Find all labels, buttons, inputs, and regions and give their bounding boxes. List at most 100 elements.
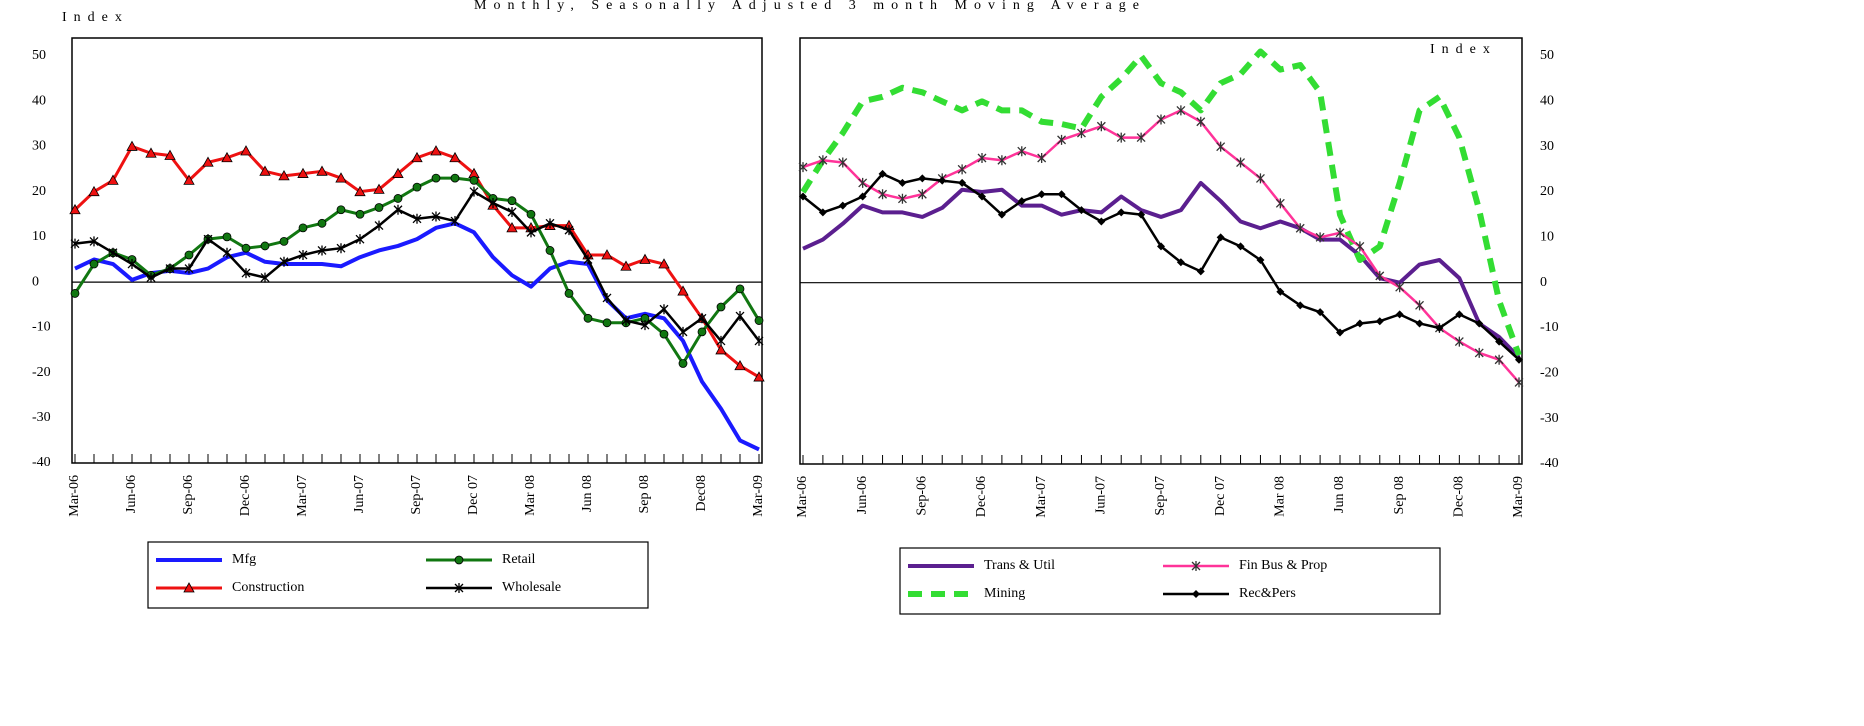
legend-box xyxy=(147,541,649,609)
y-tick-label: 10 xyxy=(32,229,46,244)
data-point xyxy=(260,241,270,251)
y-tick-label: 30 xyxy=(32,139,46,154)
x-tick-label: Jun 08 xyxy=(580,475,595,512)
y-tick-label: 40 xyxy=(1540,94,1554,109)
y-tick-label: 0 xyxy=(32,274,39,289)
data-point xyxy=(1216,141,1226,152)
data-point xyxy=(1475,319,1484,328)
y-tick-label: 40 xyxy=(32,93,46,108)
data-point xyxy=(336,243,346,254)
data-point xyxy=(355,234,365,245)
data-point xyxy=(316,165,328,176)
data-point xyxy=(70,238,80,249)
series-line xyxy=(74,221,760,452)
data-point xyxy=(818,155,828,166)
data-point xyxy=(858,177,868,188)
x-tick-label: Mar-07 xyxy=(1034,476,1049,518)
y-tick-label: 50 xyxy=(32,48,46,63)
data-point xyxy=(259,165,271,176)
series-line xyxy=(802,180,1521,359)
data-point xyxy=(1276,287,1285,296)
data-point xyxy=(450,216,460,227)
data-point xyxy=(469,186,479,197)
data-point xyxy=(1474,347,1484,358)
x-tick-label: Sep-06 xyxy=(181,475,196,515)
data-point xyxy=(297,167,309,178)
x-tick-label: Jun 08 xyxy=(1332,476,1347,513)
data-point xyxy=(602,318,612,328)
data-point xyxy=(1415,300,1425,311)
data-point xyxy=(411,151,423,163)
data-point xyxy=(677,285,689,296)
legend-label: Fin Bus & Prop xyxy=(1239,558,1327,573)
data-point xyxy=(392,167,404,178)
data-point xyxy=(317,218,327,228)
data-point xyxy=(678,326,688,337)
y-axis-label: Index xyxy=(1430,42,1497,57)
data-point xyxy=(526,227,536,238)
legend-label: Construction xyxy=(232,580,304,595)
data-point xyxy=(753,371,765,382)
data-point xyxy=(1236,242,1245,251)
data-point xyxy=(412,182,422,192)
data-point xyxy=(1255,173,1265,184)
data-point xyxy=(1096,121,1106,132)
data-point xyxy=(620,260,632,271)
data-point xyxy=(1494,354,1504,365)
data-point xyxy=(107,174,119,185)
data-point xyxy=(799,192,807,201)
data-point xyxy=(1296,301,1305,310)
y-tick-label: 50 xyxy=(1540,48,1554,63)
data-point xyxy=(1077,206,1086,215)
data-point xyxy=(798,162,808,173)
series-line xyxy=(802,172,1520,361)
x-tick-label: Mar-09 xyxy=(1511,476,1526,518)
legend-label: Mfg xyxy=(232,552,256,567)
data-point xyxy=(126,140,138,151)
data-point xyxy=(373,183,385,194)
data-point xyxy=(374,220,384,231)
legend-label: Trans & Util xyxy=(984,558,1055,573)
data-point xyxy=(450,173,460,183)
x-tick-label: Mar-06 xyxy=(795,476,810,518)
data-point xyxy=(1415,319,1424,328)
legend-label: Rec&Pers xyxy=(1239,586,1296,601)
data-point xyxy=(1315,232,1325,243)
data-point xyxy=(583,313,593,323)
data-point xyxy=(958,178,967,187)
legend-marker xyxy=(183,582,195,593)
data-point xyxy=(222,247,232,258)
x-tick-label: Dec-06 xyxy=(238,475,253,516)
data-point xyxy=(978,192,986,201)
data-point xyxy=(545,218,555,229)
data-point xyxy=(202,156,214,167)
x-tick-label: Mar 08 xyxy=(523,475,538,516)
data-point xyxy=(506,222,518,233)
data-point xyxy=(1455,310,1464,319)
data-point xyxy=(1017,197,1026,206)
data-point xyxy=(1216,233,1225,242)
data-point xyxy=(221,151,233,163)
y-tick-label: -20 xyxy=(32,365,51,380)
data-point xyxy=(658,258,670,269)
data-point xyxy=(89,236,99,247)
data-point xyxy=(1355,319,1364,328)
data-point xyxy=(1256,256,1265,264)
data-point xyxy=(997,155,1007,166)
data-point xyxy=(1196,116,1206,127)
data-point xyxy=(1116,132,1126,143)
data-point xyxy=(449,151,461,163)
legend-marker xyxy=(1192,590,1200,598)
data-point xyxy=(70,289,80,298)
data-point xyxy=(165,263,175,274)
data-point xyxy=(917,189,927,200)
data-point xyxy=(898,178,907,187)
x-tick-label: Jun-07 xyxy=(352,475,367,513)
data-point xyxy=(735,284,745,294)
data-point xyxy=(878,169,887,178)
data-point xyxy=(1017,146,1027,157)
data-point xyxy=(430,145,442,156)
legend-box xyxy=(899,547,1441,615)
data-point xyxy=(715,344,727,355)
